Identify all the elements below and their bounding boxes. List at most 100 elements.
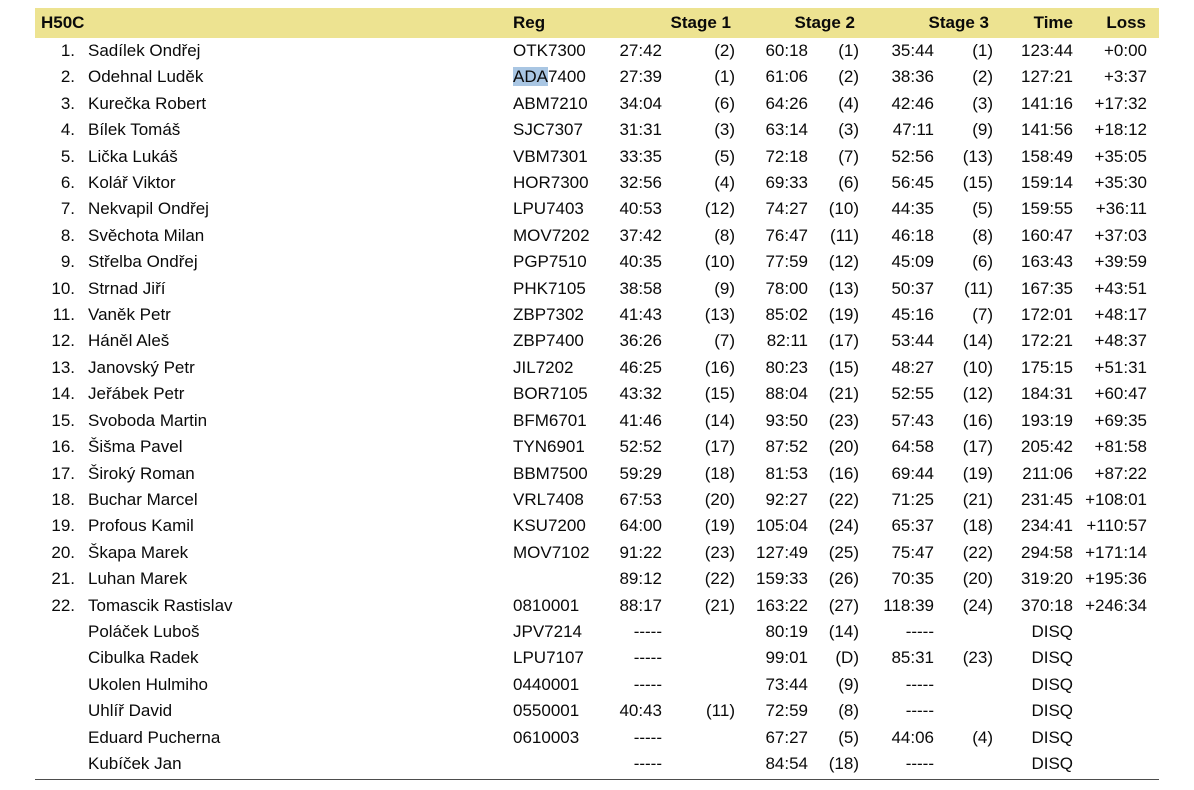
stage2-rank-cell: (1) xyxy=(838,41,859,60)
stage2-rank-cell: (6) xyxy=(838,173,859,193)
stage1-rank-cell: (23) xyxy=(704,542,735,562)
table-header: H50C Reg Stage 1 Stage 2 Stage 3 Time Lo… xyxy=(35,8,1159,38)
stage1-rank-cell: (19) xyxy=(704,516,735,536)
reg-text: 0440001 xyxy=(513,674,580,694)
total-time-cell: 231:45 xyxy=(1021,489,1073,509)
loss-cell: +0:00 xyxy=(1103,41,1147,60)
stage1-time-cell: 43:32 xyxy=(619,384,662,404)
total-time-cell: 141:56 xyxy=(1021,120,1073,140)
stage3-rank-cell: (10) xyxy=(962,357,993,377)
results-body: 1. Sadílek Ondřej OTK7300 27:42 (2) 60:1… xyxy=(35,38,1159,777)
stage1-time-cell: 38:58 xyxy=(619,278,662,298)
registration-cell: PHK7105 xyxy=(507,276,593,302)
reg-text: VRL7408 xyxy=(513,489,584,509)
stage3-time-cell: 71:25 xyxy=(891,489,934,509)
stage1-rank-cell: (18) xyxy=(704,463,735,483)
stage2-rank-cell: (D) xyxy=(835,648,859,668)
rank-cell: 5. xyxy=(60,146,75,166)
reg-text: BOR7105 xyxy=(513,384,588,404)
loss-cell: +171:14 xyxy=(1085,542,1147,562)
competitor-name: Cibulka Radek xyxy=(88,648,199,668)
stage2-rank-cell: (13) xyxy=(828,278,859,298)
rank-cell: 14. xyxy=(51,384,75,404)
rank-cell: 20. xyxy=(51,542,75,562)
stage3-rank-cell: (8) xyxy=(972,225,993,245)
rank-cell xyxy=(35,698,77,724)
stage1-time-cell: 89:12 xyxy=(619,569,662,589)
competitor-name: Janovský Petr xyxy=(88,357,195,377)
stage3-rank-cell xyxy=(940,619,999,645)
total-time-cell: 167:35 xyxy=(1021,278,1073,298)
loss-cell: +17:32 xyxy=(1094,93,1147,113)
result-row: 16. Šišma Pavel TYN6901 52:52 (17) 87:52… xyxy=(35,434,1159,460)
col-header-loss: Loss xyxy=(1106,13,1146,32)
stage2-rank-cell: (26) xyxy=(828,569,859,589)
stage1-rank-cell: (11) xyxy=(706,701,735,721)
reg-text: SJC7307 xyxy=(513,120,583,140)
stage1-time-cell: ----- xyxy=(633,753,662,773)
stage3-rank-cell: (2) xyxy=(972,67,993,87)
stage2-time-cell: 78:00 xyxy=(765,278,808,298)
stage2-time-cell: 73:44 xyxy=(765,674,808,694)
result-row: 5. Lička Lukáš VBM7301 33:35 (5) 72:18 (… xyxy=(35,144,1159,170)
rank-cell: 11. xyxy=(52,305,75,325)
registration-cell: TYN6901 xyxy=(507,434,593,460)
stage1-rank-cell xyxy=(664,619,741,645)
stage2-rank-cell: (12) xyxy=(828,252,859,272)
stage3-rank-cell: (21) xyxy=(962,489,993,509)
competitor-name: Svoboda Martin xyxy=(88,410,208,430)
stage3-rank-cell xyxy=(940,672,999,698)
registration-cell xyxy=(507,566,593,592)
total-time-cell: 294:58 xyxy=(1021,542,1073,562)
loss-cell: +110:57 xyxy=(1086,516,1147,536)
stage1-time-cell: 40:43 xyxy=(619,701,662,721)
stage2-time-cell: 80:23 xyxy=(765,357,808,377)
rank-cell xyxy=(35,619,77,645)
total-time-cell: 172:01 xyxy=(1021,305,1073,325)
stage1-rank-cell: (22) xyxy=(704,569,735,589)
stage3-rank-cell: (22) xyxy=(962,542,993,562)
registration-cell: 0440001 xyxy=(507,672,593,698)
stage1-time-cell: ----- xyxy=(633,648,662,668)
stage2-rank-cell: (19) xyxy=(828,305,859,325)
result-row: Poláček Luboš JPV7214 ----- 80:19 (14) -… xyxy=(35,619,1159,645)
stage2-time-cell: 88:04 xyxy=(765,384,808,404)
stage3-time-cell: 42:46 xyxy=(891,93,934,113)
stage2-time-cell: 74:27 xyxy=(765,199,808,219)
stage3-time-cell: 38:36 xyxy=(891,67,934,87)
rank-cell: 3. xyxy=(60,93,75,113)
loss-cell: +37:03 xyxy=(1094,225,1147,245)
result-row: Kubíček Jan ----- 84:54 (18) ----- DISQ xyxy=(35,751,1159,777)
stage3-time-cell: 118:39 xyxy=(883,595,934,615)
reg-text: BFM6701 xyxy=(513,410,587,430)
stage2-time-cell: 77:59 xyxy=(765,252,808,272)
stage2-time-cell: 82:11 xyxy=(766,331,808,351)
reg-text: PGP7510 xyxy=(513,252,587,272)
stage3-rank-cell: (9) xyxy=(972,120,993,140)
reg-text: ABM7210 xyxy=(513,93,588,113)
registration-cell: ZBP7400 xyxy=(507,328,593,354)
rank-cell: 18. xyxy=(51,489,75,509)
stage3-time-cell: 45:16 xyxy=(891,305,934,325)
stage2-time-cell: 127:49 xyxy=(756,542,808,562)
competitor-name: Střelba Ondřej xyxy=(88,252,198,272)
total-time-cell: 163:43 xyxy=(1021,252,1073,272)
stage1-rank-cell: (9) xyxy=(714,278,735,298)
result-row: 20. Škapa Marek MOV7102 91:22 (23) 127:4… xyxy=(35,540,1159,566)
stage3-time-cell: 47:11 xyxy=(892,120,934,140)
result-row: 2. Odehnal Luděk ADA7400 27:39 (1) 61:06… xyxy=(35,64,1159,90)
rank-cell: 1. xyxy=(60,41,75,60)
stage1-rank-cell: (10) xyxy=(704,252,735,272)
loss-cell: +60:47 xyxy=(1094,384,1147,404)
stage1-time-cell: 40:53 xyxy=(619,199,662,219)
reg-text: PHK7105 xyxy=(513,278,586,298)
loss-cell xyxy=(1080,751,1159,777)
total-time-cell: DISQ xyxy=(1031,648,1073,668)
total-time-cell: 205:42 xyxy=(1021,437,1073,457)
stage1-rank-cell: (20) xyxy=(704,489,735,509)
stage1-rank-cell: (4) xyxy=(714,173,735,193)
stage3-time-cell: 64:58 xyxy=(891,437,934,457)
stage1-rank-cell: (6) xyxy=(714,93,735,113)
result-row: 6. Kolář Viktor HOR7300 32:56 (4) 69:33 … xyxy=(35,170,1159,196)
loss-cell: +3:37 xyxy=(1103,67,1147,87)
